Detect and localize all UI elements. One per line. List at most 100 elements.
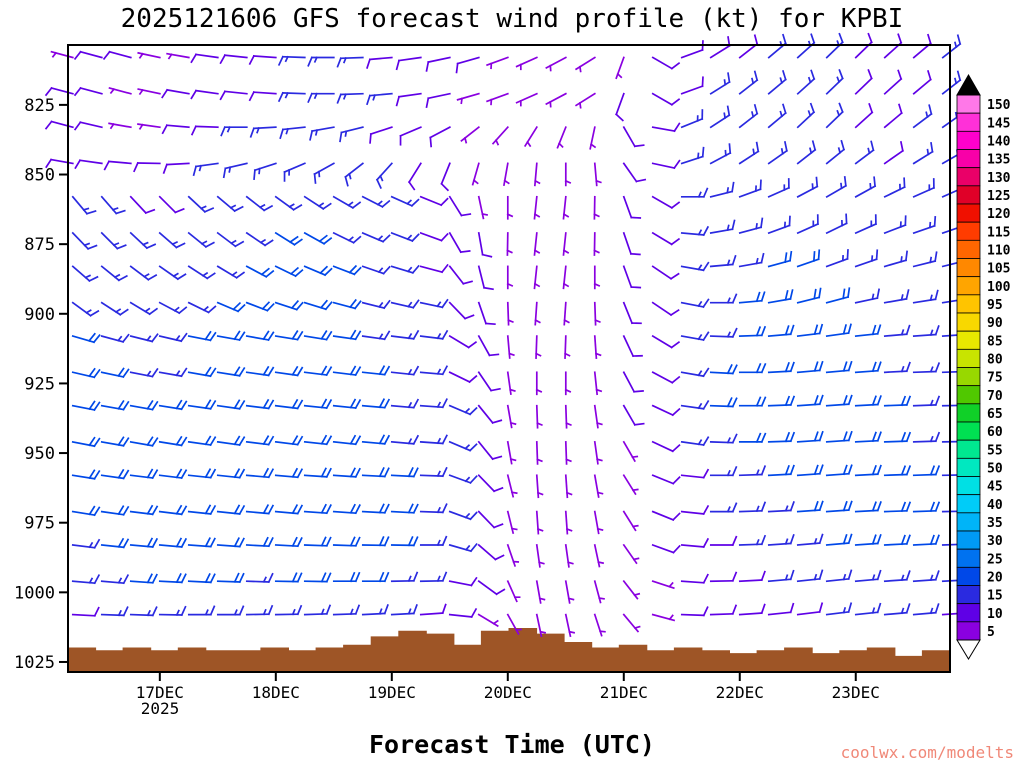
- wind-barb: [245, 572, 274, 584]
- wind-barb: [651, 613, 676, 622]
- wind-barb: [767, 533, 795, 546]
- wind-barb: [390, 365, 420, 376]
- wind-barb: [158, 537, 188, 549]
- wind-barb: [129, 537, 159, 549]
- wind-barb: [274, 398, 304, 410]
- wind-barb: [71, 606, 100, 617]
- wind-barb: [767, 289, 794, 304]
- wind-barb: [274, 365, 304, 377]
- wind-barb: [883, 534, 911, 546]
- wind-barb: [448, 404, 478, 416]
- wind-barb: [738, 325, 767, 337]
- colorbar-segment: [956, 512, 981, 532]
- wind-barb: [912, 465, 941, 477]
- wind-barb: [680, 76, 704, 95]
- colorbar-segment: [956, 330, 981, 350]
- wind-barb: [738, 570, 766, 583]
- wind-barb: [506, 265, 514, 290]
- wind-barb: [562, 232, 570, 256]
- colorbar-label: 85: [987, 334, 1003, 349]
- wind-barb: [375, 162, 394, 189]
- colorbar-under-arrow: [956, 639, 981, 660]
- colorbar-segment: [956, 94, 981, 114]
- wind-barb: [515, 92, 538, 107]
- wind-barb: [248, 54, 277, 66]
- wind-barb: [622, 301, 642, 325]
- wind-barb: [593, 613, 606, 637]
- wind-barb: [71, 538, 101, 549]
- x-tick-label: 19DEC: [368, 683, 416, 702]
- wind-barb: [535, 510, 544, 535]
- wind-barb: [680, 436, 710, 447]
- wind-barb: [593, 543, 605, 568]
- wind-barb: [796, 69, 816, 95]
- wind-barb: [245, 265, 275, 278]
- wind-barb: [593, 232, 600, 256]
- wind-barb: [399, 126, 422, 146]
- wind-barb: [854, 602, 882, 616]
- wind-barb: [825, 287, 851, 304]
- wind-barb: [622, 231, 641, 256]
- wind-barb: [622, 126, 645, 148]
- wind-barb: [129, 367, 159, 378]
- wind-barb: [216, 231, 245, 248]
- wind-barb: [622, 580, 641, 600]
- wind-barb: [471, 162, 480, 186]
- wind-barb: [854, 533, 882, 546]
- wind-barb: [448, 474, 478, 485]
- x-axis-year-label: 2025: [140, 699, 180, 718]
- wind-barb: [390, 603, 418, 616]
- wind-barb: [912, 501, 941, 513]
- wind-barb: [303, 299, 333, 311]
- wind-barb: [941, 70, 962, 95]
- colorbar-segment: [956, 203, 981, 223]
- wind-barb: [680, 187, 709, 198]
- wind-barb: [680, 261, 710, 272]
- wind-barb: [390, 536, 419, 547]
- wind-barb: [158, 399, 188, 411]
- wind-barb: [395, 92, 422, 107]
- wind-barb: [129, 333, 159, 343]
- wind-barb: [332, 503, 361, 515]
- wind-barb: [709, 181, 735, 198]
- wind-barb: [274, 435, 304, 446]
- colorbar-label: 130: [987, 171, 1011, 186]
- wind-barb: [303, 398, 333, 410]
- wind-barb: [303, 365, 333, 377]
- wind-barb: [419, 298, 449, 309]
- wind-barb: [216, 504, 246, 516]
- wind-barb: [883, 501, 912, 513]
- wind-barb: [477, 543, 505, 561]
- wind-barb: [166, 52, 190, 60]
- wind-barb: [274, 467, 304, 479]
- wind-barb: [100, 195, 126, 215]
- wind-barb: [361, 603, 389, 616]
- wind-barb: [307, 56, 335, 67]
- wind-barb: [593, 162, 602, 187]
- wind-barb: [796, 500, 824, 513]
- wind-barb: [825, 430, 853, 443]
- wind-barb: [187, 366, 217, 378]
- wind-barb: [912, 325, 940, 338]
- wind-barb: [303, 434, 333, 446]
- wind-barb: [303, 265, 333, 277]
- wind-barb: [825, 249, 849, 268]
- wind-barb: [854, 361, 882, 374]
- wind-barb: [825, 213, 848, 235]
- wind-barb: [709, 254, 737, 268]
- wind-barb: [651, 474, 681, 485]
- wind-barb: [767, 141, 789, 165]
- wind-barb: [477, 265, 494, 291]
- wind-barb: [100, 537, 130, 549]
- wind-barb: [883, 177, 906, 198]
- wind-barb: [796, 569, 824, 583]
- wind-barb: [883, 69, 903, 95]
- wind-barb: [390, 264, 420, 275]
- wind-barb: [854, 288, 881, 304]
- colorbar-segment: [956, 348, 981, 368]
- wind-barb: [506, 195, 514, 220]
- wind-barb: [796, 287, 822, 304]
- wind-barb: [448, 301, 475, 320]
- wind-barb: [709, 535, 738, 547]
- x-tick-label: 17DEC: [136, 683, 184, 702]
